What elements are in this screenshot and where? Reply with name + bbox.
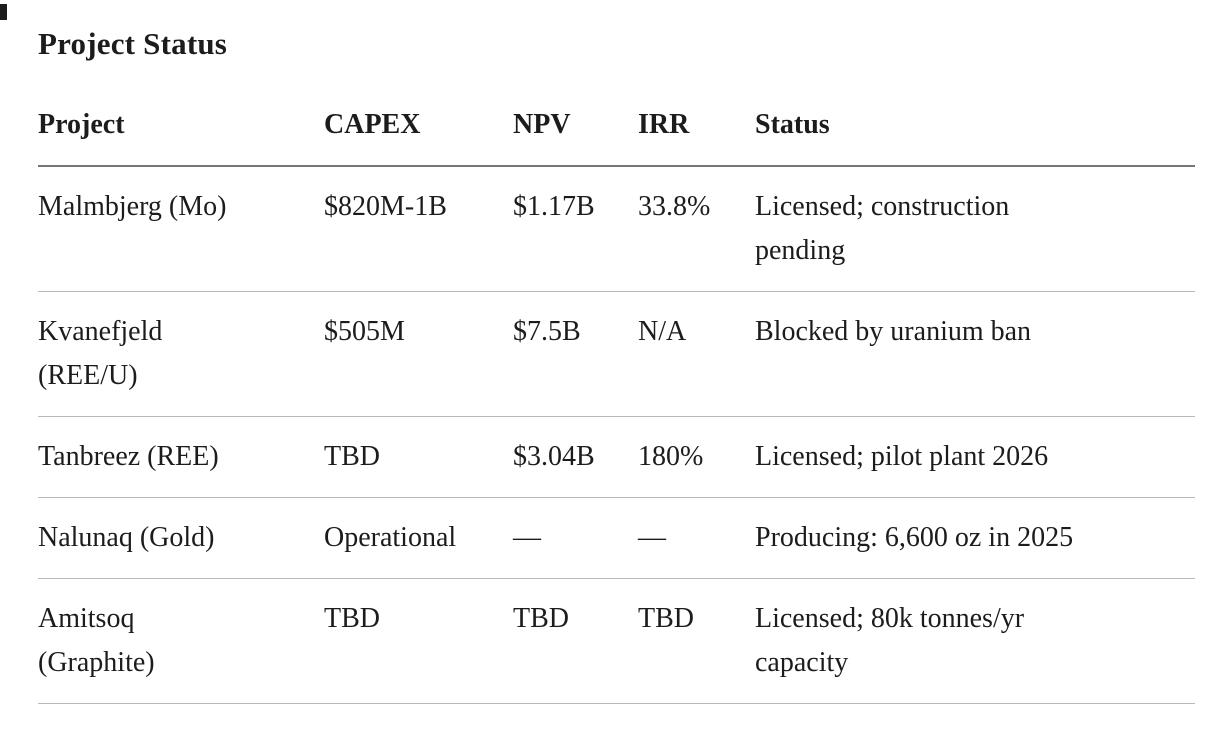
cell-project: Kvanefjeld (REE/U) <box>38 291 324 417</box>
status-text: Licensed; construction pending <box>755 191 1010 266</box>
clipped-text-artifact <box>0 4 7 20</box>
table-body: Malmbjerg (Mo) $820M-1B $1.17B 33.8% Lic… <box>38 166 1195 704</box>
cell-capex: $820M-1B <box>324 166 513 292</box>
cell-project: Amitsoq (Graphite) <box>38 578 324 704</box>
cell-capex: TBD <box>324 578 513 704</box>
cell-project: Malmbjerg (Mo) <box>38 166 324 292</box>
cell-status: Licensed; construction pending <box>755 166 1195 292</box>
cell-status: Licensed; pilot plant 2026 <box>755 416 1195 498</box>
status-text: Blocked by uranium ban <box>755 316 1032 347</box>
project-name: Amitsoq (Graphite) <box>38 603 155 678</box>
cell-status: Producing: 6,600 oz in 2025 <box>755 497 1195 579</box>
cell-npv: $3.04B <box>513 416 638 498</box>
table-row: Tanbreez (REE) TBD $3.04B 180% Licensed;… <box>38 416 1195 498</box>
cell-npv: TBD <box>513 578 638 704</box>
header-row: Project CAPEX NPV IRR Status <box>38 81 1195 167</box>
cell-project: Tanbreez (REE) <box>38 416 324 498</box>
cell-npv: — <box>513 497 638 579</box>
status-text: Producing: 6,600 oz in 2025 <box>755 522 1074 553</box>
cell-capex: TBD <box>324 416 513 498</box>
cell-npv: $7.5B <box>513 291 638 417</box>
project-name: Malmbjerg (Mo) <box>38 191 227 222</box>
table-header: Project CAPEX NPV IRR Status <box>38 81 1195 167</box>
cell-irr: 180% <box>638 416 755 498</box>
table-row: Amitsoq (Graphite) TBD TBD TBD Licensed;… <box>38 578 1195 704</box>
column-header-status: Status <box>755 81 1195 167</box>
project-status-table: Project CAPEX NPV IRR Status Malmbjerg (… <box>38 81 1195 704</box>
cell-irr: TBD <box>638 578 755 704</box>
status-text: Licensed; 80k tonnes/yr capacity <box>755 603 1025 678</box>
project-name: Kvanefjeld (REE/U) <box>38 316 163 391</box>
cell-irr: 33.8% <box>638 166 755 292</box>
project-name: Nalunaq (Gold) <box>38 522 215 553</box>
status-text: Licensed; pilot plant 2026 <box>755 441 1049 472</box>
cell-irr: N/A <box>638 291 755 417</box>
table-row: Malmbjerg (Mo) $820M-1B $1.17B 33.8% Lic… <box>38 166 1195 292</box>
column-header-irr: IRR <box>638 81 755 167</box>
cell-status: Licensed; 80k tonnes/yr capacity <box>755 578 1195 704</box>
cell-irr: — <box>638 497 755 579</box>
cell-status: Blocked by uranium ban <box>755 291 1195 417</box>
cell-capex: $505M <box>324 291 513 417</box>
page-title: Project Status <box>38 26 228 61</box>
cell-project: Nalunaq (Gold) <box>38 497 324 579</box>
column-header-npv: NPV <box>513 81 638 167</box>
table-row: Kvanefjeld (REE/U) $505M $7.5B N/A Block… <box>38 291 1195 417</box>
cell-npv: $1.17B <box>513 166 638 292</box>
project-name: Tanbreez (REE) <box>38 441 219 472</box>
table-row: Nalunaq (Gold) Operational — — Producing… <box>38 497 1195 579</box>
column-header-capex: CAPEX <box>324 81 513 167</box>
column-header-project: Project <box>38 81 324 167</box>
cell-capex: Operational <box>324 497 513 579</box>
